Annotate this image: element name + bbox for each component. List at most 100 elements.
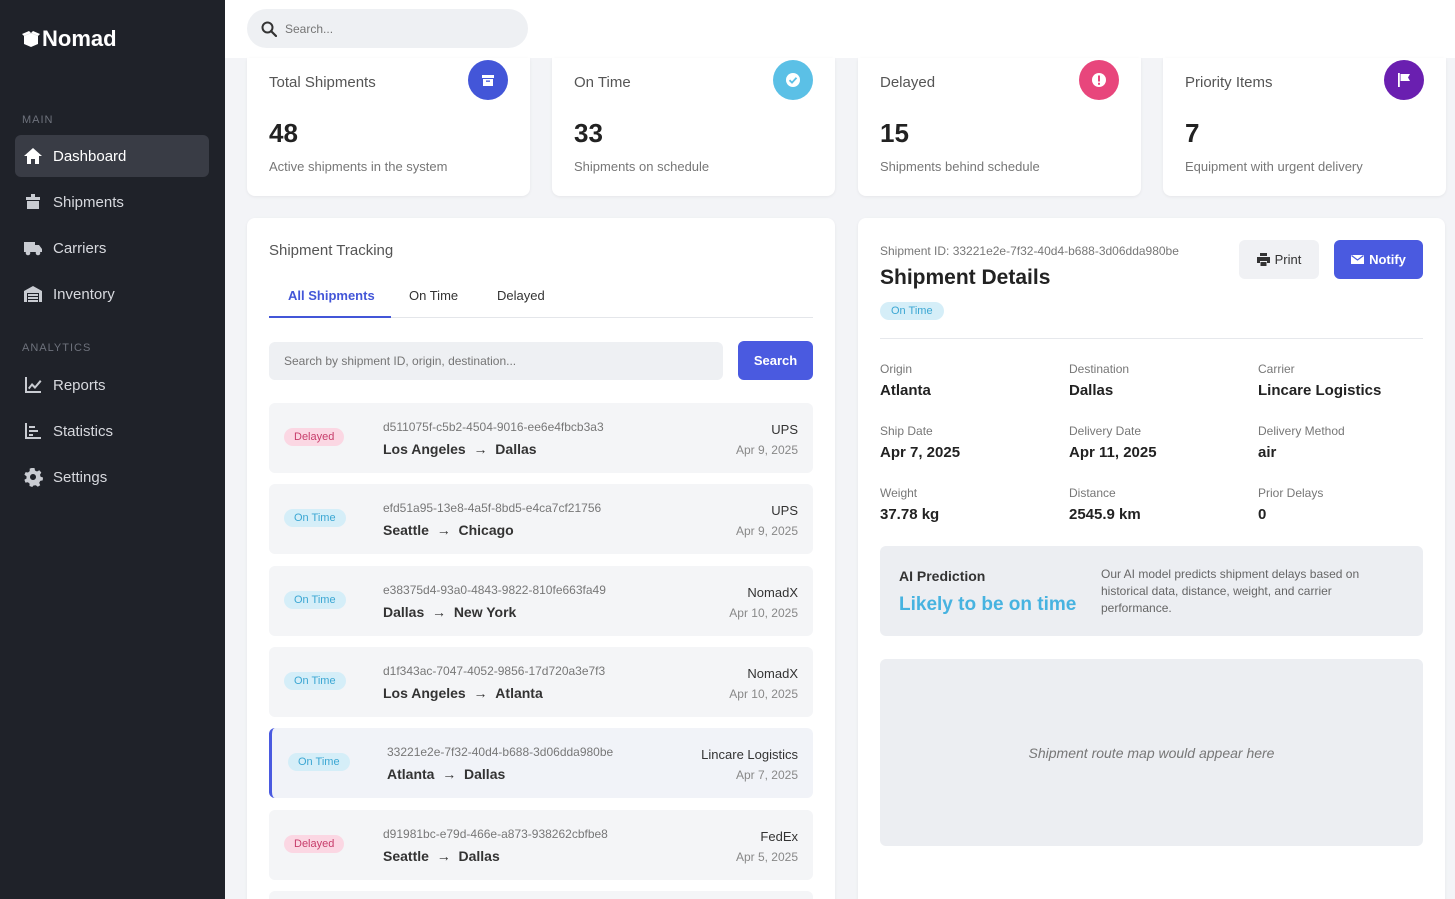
sidebar-item-label: Shipments [53,193,124,211]
sidebar-item-inventory[interactable]: Inventory [15,273,209,315]
tab-delayed[interactable]: Delayed [497,288,545,303]
arrow-right-icon: → [436,522,451,538]
details-title: Shipment Details [880,266,1051,289]
alert-icon [1092,73,1106,87]
sidebar-item-label: Settings [53,468,108,486]
stat-card-on-time: On Time 33 Shipments on schedule [552,58,835,196]
stat-icon-badge [1384,60,1424,100]
stat-value: 48 [269,118,298,148]
shipment-row[interactable]: On Time e38375d4-93a0-4843-9822-810fe663… [269,566,813,636]
route-destination: Chicago [458,522,514,538]
field-label: Delivery Method [1258,424,1345,438]
status-badge: On Time [284,672,346,690]
field-value: Apr 11, 2025 [1069,444,1157,461]
sidebar-item-label: Statistics [53,422,114,440]
shipment-date: Apr 10, 2025 [729,687,798,701]
stat-desc: Shipments behind schedule [880,159,1040,174]
shipment-route: Dallas → New York [383,604,516,620]
sidebar-item-statistics[interactable]: Statistics [15,410,209,452]
sidebar-item-reports[interactable]: Reports [15,364,209,406]
ai-prediction-box: AI Prediction Likely to be on time Our A… [880,546,1423,636]
ai-prediction-label: AI Prediction [899,568,986,584]
home-icon [24,148,42,164]
stat-title: Total Shipments [269,74,376,91]
brand-logo[interactable]: Nomad [22,26,117,52]
shipment-row-selected[interactable]: On Time 33221e2e-7f32-40d4-b688-3d06dda9… [269,728,813,798]
arrow-right-icon: → [473,441,488,457]
divider [880,338,1423,339]
warehouse-icon [24,286,42,302]
arrow-right-icon: → [432,604,447,620]
shipment-id: e38375d4-93a0-4843-9822-810fe663fa49 [383,583,606,597]
route-destination: Dallas [464,766,506,782]
truck-icon [24,242,42,256]
panel-title: Shipment Tracking [269,242,394,259]
shipment-date: Apr 10, 2025 [729,606,798,620]
status-badge: On Time [288,753,350,771]
shipment-route: Los Angeles → Atlanta [383,685,543,701]
field-label: Carrier [1258,362,1295,376]
stat-value: 7 [1185,118,1200,148]
field-label: Delivery Date [1069,424,1142,438]
stat-card-total-shipments: Total Shipments 48 Active shipments in t… [247,58,530,196]
shipment-id: d511075f-c5b2-4504-9016-ee6e4fbcb3a3 [383,420,604,434]
shipment-date: Apr 7, 2025 [735,768,798,782]
shipment-route: Seattle → Chicago [383,522,514,538]
shipment-carrier: UPS [771,422,798,437]
global-search-input[interactable] [285,21,505,36]
brand-name: Nomad [42,26,117,51]
route-origin: Los Angeles [383,685,466,701]
field-ship-date: Ship Date Apr 7, 2025 [880,424,960,461]
shipment-search-input[interactable] [269,342,723,380]
shipment-route: Atlanta → Dallas [387,766,505,782]
print-label: Print [1274,252,1302,267]
stat-icon-badge [468,60,508,100]
field-value: Apr 7, 2025 [880,444,961,461]
route-origin: Dallas [383,604,425,620]
route-destination: Atlanta [495,685,543,701]
sidebar-item-carriers[interactable]: Carriers [15,227,209,269]
shipment-id-line: Shipment ID: 33221e2e-7f32-40d4-b688-3d0… [880,244,1179,258]
topbar [225,0,1455,58]
stat-title: Priority Items [1185,74,1273,91]
stat-value: 33 [574,118,603,148]
sidebar-item-dashboard[interactable]: Dashboard [15,135,209,177]
flag-icon [1398,73,1410,87]
shipment-row[interactable]: On Time d1f343ac-7047-4052-9856-17d720a3… [269,647,813,717]
shipment-id: efd51a95-13e8-4a5f-8bd5-e4ca7cf21756 [383,501,602,515]
notify-button[interactable]: Notify [1334,240,1423,279]
ai-prediction-note: Our AI model predicts shipment delays ba… [1101,567,1360,615]
shipment-row-partial[interactable] [269,891,813,899]
shipment-row[interactable]: Delayed d91981bc-e79d-466e-a873-938262cb… [269,810,813,880]
stat-desc: Active shipments in the system [269,159,448,174]
ai-prediction-result: Likely to be on time [899,594,1077,615]
field-prior-delays: Prior Delays 0 [1258,486,1323,523]
search-button[interactable]: Search [738,341,813,380]
field-value: Atlanta [880,382,931,399]
stat-card-priority-items: Priority Items 7 Equipment with urgent d… [1163,58,1446,196]
sidebar-item-settings[interactable]: Settings [15,456,209,498]
box-icon [482,75,494,86]
shipment-row[interactable]: Delayed d511075f-c5b2-4504-9016-ee6e4fbc… [269,403,813,473]
box-open-icon [22,31,40,47]
shipment-carrier: Lincare Logistics [701,747,798,762]
field-value: air [1258,444,1277,461]
print-button[interactable]: Print [1239,240,1319,279]
sidebar-item-shipments[interactable]: Shipments [15,181,209,223]
route-destination: Dallas [458,848,500,864]
field-carrier: Carrier Lincare Logistics [1258,362,1381,399]
tab-on-time[interactable]: On Time [409,288,459,303]
shipment-id: d91981bc-e79d-466e-a873-938262cbfbe8 [383,827,608,841]
route-map-placeholder: Shipment route map would appear here [880,659,1423,846]
shipment-row[interactable]: On Time efd51a95-13e8-4a5f-8bd5-e4ca7cf2… [269,484,813,554]
shipment-tracking-panel: Shipment Tracking All Shipments On Time … [247,218,835,899]
field-origin: Origin Atlanta [880,362,931,399]
arrow-right-icon: → [436,848,451,864]
global-search[interactable] [247,9,528,48]
stat-icon-badge [773,60,813,100]
shipment-route: Los Angeles → Dallas [383,441,537,457]
status-badge: On Time [284,591,346,609]
sidebar-item-label: Reports [53,376,106,394]
tab-all-shipments[interactable]: All Shipments [288,288,375,303]
stat-value: 15 [880,118,909,148]
